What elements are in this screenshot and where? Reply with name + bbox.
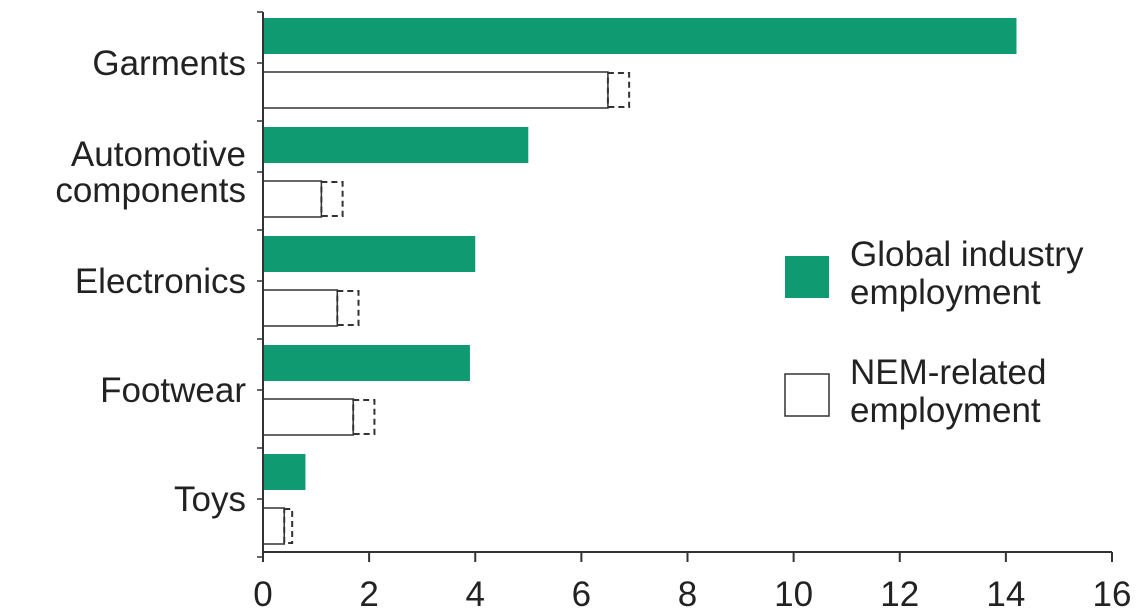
x-tick-label: 8 [678, 575, 697, 610]
category-label-line: Toys [174, 480, 246, 519]
category-label-line: Automotive [71, 135, 246, 174]
category-label-garments: Garments [92, 44, 246, 83]
category-label-footwear: Footwear [100, 371, 246, 410]
x-tick-label: 2 [359, 575, 378, 610]
x-tick-label: 16 [1093, 575, 1132, 610]
x-tick-label: 10 [774, 575, 813, 610]
bar-global-garments [263, 18, 1017, 54]
bar-nem-toys [262, 507, 285, 545]
legend-swatch-nem [784, 373, 830, 417]
legend-swatch-global [785, 256, 829, 298]
axes-layer: Garments Automotive components Electronics F… [55, 11, 1132, 610]
x-tick-label: 12 [880, 575, 919, 610]
bar-nem-automotive-components [262, 180, 323, 218]
x-tick-label: 0 [253, 575, 272, 610]
category-label-line: components [55, 171, 246, 210]
category-label-line: Garments [92, 44, 246, 83]
bar-nem-electronics [262, 289, 339, 327]
legend-label-line: NEM-related [850, 353, 1046, 392]
bar-nem-footwear [262, 398, 354, 436]
bar-global-footwear [263, 345, 470, 381]
category-label-line: Electronics [75, 262, 246, 301]
legend-label-global: Global industry employment [850, 235, 1084, 312]
bar-global-automotive-components [263, 127, 529, 163]
legend-label-line: employment [850, 273, 1041, 312]
legend-label-line: Global industry [850, 235, 1084, 274]
category-label-line: Footwear [100, 371, 246, 410]
bar-nem-range-toys [283, 508, 294, 544]
x-tick-label: 4 [466, 575, 485, 610]
bar-global-toys [263, 454, 306, 490]
legend-label-line: employment [850, 391, 1041, 430]
x-tick-label: 14 [986, 575, 1025, 610]
bar-nem-range-electronics [336, 290, 360, 326]
bar-global-electronics [263, 236, 476, 272]
bar-nem-range-automotive-components [320, 181, 344, 217]
category-label-automotive-components: Automotive components [55, 135, 246, 210]
bar-nem-range-garments [606, 72, 631, 108]
bar-nem-garments [262, 71, 609, 109]
legend-label-nem: NEM-related employment [850, 353, 1046, 430]
bar-nem-range-footwear [352, 399, 376, 435]
category-label-electronics: Electronics [75, 262, 246, 301]
x-tick-label: 6 [572, 575, 591, 610]
category-label-toys: Toys [174, 480, 246, 519]
